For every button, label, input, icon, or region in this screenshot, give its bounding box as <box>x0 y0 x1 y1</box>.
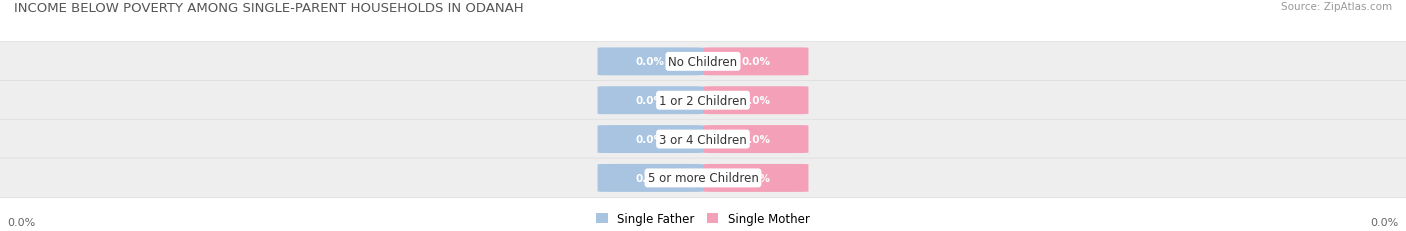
FancyBboxPatch shape <box>0 42 1406 82</box>
Text: 0.0%: 0.0% <box>741 134 770 144</box>
FancyBboxPatch shape <box>703 125 808 153</box>
Text: 1 or 2 Children: 1 or 2 Children <box>659 94 747 107</box>
FancyBboxPatch shape <box>598 48 703 76</box>
FancyBboxPatch shape <box>598 164 703 192</box>
Text: 5 or more Children: 5 or more Children <box>648 172 758 185</box>
FancyBboxPatch shape <box>703 87 808 115</box>
FancyBboxPatch shape <box>0 81 1406 121</box>
Text: 0.0%: 0.0% <box>741 57 770 67</box>
Text: INCOME BELOW POVERTY AMONG SINGLE-PARENT HOUSEHOLDS IN ODANAH: INCOME BELOW POVERTY AMONG SINGLE-PARENT… <box>14 2 523 15</box>
FancyBboxPatch shape <box>703 48 808 76</box>
Text: 0.0%: 0.0% <box>741 173 770 183</box>
FancyBboxPatch shape <box>703 164 808 192</box>
Text: 0.0%: 0.0% <box>636 96 665 106</box>
Text: 0.0%: 0.0% <box>1371 217 1399 227</box>
Text: 0.0%: 0.0% <box>636 57 665 67</box>
FancyBboxPatch shape <box>0 158 1406 198</box>
FancyBboxPatch shape <box>598 125 703 153</box>
Text: 0.0%: 0.0% <box>636 173 665 183</box>
Text: 0.0%: 0.0% <box>7 217 35 227</box>
Text: Source: ZipAtlas.com: Source: ZipAtlas.com <box>1281 2 1392 12</box>
FancyBboxPatch shape <box>0 120 1406 159</box>
Text: 3 or 4 Children: 3 or 4 Children <box>659 133 747 146</box>
Legend: Single Father, Single Mother: Single Father, Single Mother <box>596 212 810 225</box>
Text: 0.0%: 0.0% <box>636 134 665 144</box>
FancyBboxPatch shape <box>598 87 703 115</box>
Text: 0.0%: 0.0% <box>741 96 770 106</box>
Text: No Children: No Children <box>668 56 738 69</box>
